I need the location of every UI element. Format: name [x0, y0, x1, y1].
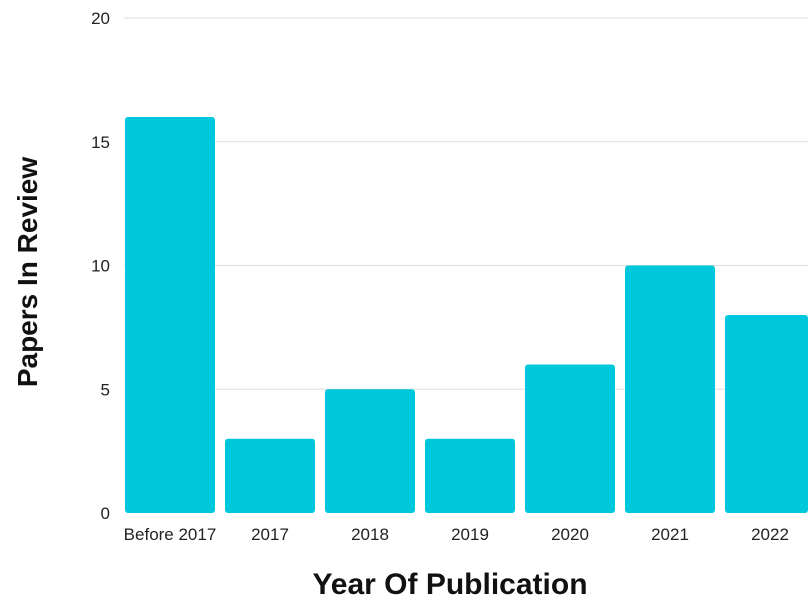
- x-tick-label: 2020: [551, 525, 589, 544]
- bar-2022: [725, 315, 808, 513]
- x-tick-label: Before 2017: [124, 525, 217, 544]
- y-tick-label: 0: [101, 504, 110, 523]
- x-axis-ticks: Before 2017 2017 2018 2019 2020 2021 2022: [124, 525, 789, 544]
- x-tick-label: 2017: [251, 525, 289, 544]
- bar-2019: [425, 438, 515, 513]
- x-tick-label: 2018: [351, 525, 389, 544]
- x-axis-title: Year Of Publication: [312, 568, 587, 600]
- x-tick-label: 2021: [651, 525, 689, 544]
- bar-2018: [325, 389, 415, 513]
- y-tick-label: 15: [91, 133, 110, 152]
- y-axis-ticks: 0 5 10 15 20: [91, 9, 110, 523]
- bar-2020: [525, 364, 615, 513]
- bar-2017: [225, 438, 315, 513]
- bar-2021: [625, 265, 715, 513]
- x-tick-label: 2022: [751, 525, 789, 544]
- x-tick-label: 2019: [451, 525, 489, 544]
- y-tick-label: 10: [91, 257, 110, 276]
- bars: [125, 117, 808, 513]
- y-tick-label: 20: [91, 9, 110, 28]
- y-axis-title: Papers In Review: [12, 157, 43, 388]
- bar-before-2017: [125, 117, 215, 513]
- y-tick-label: 5: [101, 380, 110, 399]
